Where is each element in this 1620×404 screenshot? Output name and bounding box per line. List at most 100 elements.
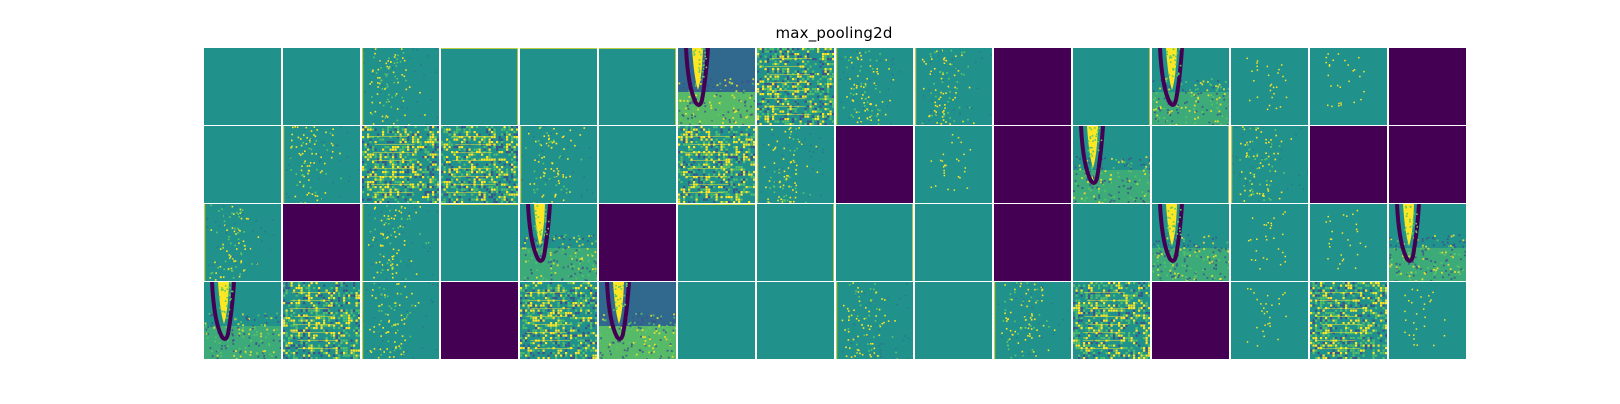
feature-map-image xyxy=(204,204,281,281)
feature-map-tile xyxy=(1152,48,1229,125)
feature-map-tile xyxy=(441,48,518,125)
feature-map-image xyxy=(1310,126,1387,203)
feature-map-image xyxy=(1231,282,1308,359)
feature-map-tile xyxy=(994,282,1071,359)
feature-map-tile xyxy=(836,204,913,281)
feature-map-image xyxy=(1231,126,1308,203)
feature-map-image xyxy=(915,204,992,281)
feature-map-tile xyxy=(994,48,1071,125)
feature-map-image xyxy=(362,126,439,203)
feature-map-image xyxy=(520,204,597,281)
feature-map-tile xyxy=(1231,282,1308,359)
feature-map-tile xyxy=(599,48,676,125)
feature-map-tile xyxy=(836,282,913,359)
feature-map-tile xyxy=(441,204,518,281)
feature-map-image xyxy=(1389,204,1466,281)
feature-map-tile xyxy=(441,126,518,203)
feature-map-tile xyxy=(915,282,992,359)
feature-map-image xyxy=(441,48,518,125)
feature-map-tile xyxy=(757,126,834,203)
feature-map-tile xyxy=(204,282,281,359)
feature-map-image xyxy=(678,48,755,125)
feature-map-image xyxy=(1389,282,1466,359)
feature-map-image xyxy=(520,282,597,359)
feature-map-tile xyxy=(1231,204,1308,281)
feature-map-image xyxy=(915,48,992,125)
feature-map-image xyxy=(1310,204,1387,281)
feature-map-image xyxy=(599,48,676,125)
feature-map-image xyxy=(915,126,992,203)
feature-map-image xyxy=(441,282,518,359)
feature-map-tile xyxy=(1310,126,1387,203)
feature-map-tile xyxy=(1073,204,1150,281)
feature-map-image xyxy=(1231,48,1308,125)
feature-map-image xyxy=(757,282,834,359)
feature-map-tile xyxy=(1152,282,1229,359)
feature-map-grid xyxy=(204,48,1468,360)
feature-map-image xyxy=(441,204,518,281)
feature-map-tile xyxy=(915,48,992,125)
feature-map-image xyxy=(283,204,360,281)
feature-map-tile xyxy=(1231,48,1308,125)
feature-map-image xyxy=(757,48,834,125)
feature-map-tile xyxy=(678,48,755,125)
feature-map-image xyxy=(1152,204,1229,281)
feature-map-image xyxy=(1389,126,1466,203)
figure-title: max_pooling2d xyxy=(0,24,1620,42)
feature-map-tile xyxy=(599,126,676,203)
feature-map-image xyxy=(1231,204,1308,281)
feature-map-tile xyxy=(915,126,992,203)
feature-map-image xyxy=(204,48,281,125)
feature-map-tile xyxy=(520,204,597,281)
feature-map-image xyxy=(836,282,913,359)
feature-map-image xyxy=(599,282,676,359)
feature-map-image xyxy=(520,126,597,203)
feature-map-tile xyxy=(994,126,1071,203)
feature-map-tile xyxy=(757,204,834,281)
feature-map-image xyxy=(204,282,281,359)
feature-map-image xyxy=(1073,48,1150,125)
feature-map-tile xyxy=(1310,282,1387,359)
feature-map-image xyxy=(1073,126,1150,203)
feature-map-image xyxy=(599,126,676,203)
feature-map-image xyxy=(836,48,913,125)
feature-map-tile xyxy=(994,204,1071,281)
feature-map-image xyxy=(204,126,281,203)
feature-map-image xyxy=(994,126,1071,203)
feature-map-tile xyxy=(362,282,439,359)
feature-map-tile xyxy=(757,282,834,359)
feature-map-image xyxy=(836,204,913,281)
feature-map-image xyxy=(362,282,439,359)
feature-map-image xyxy=(520,48,597,125)
feature-map-tile xyxy=(204,48,281,125)
feature-map-image xyxy=(599,204,676,281)
feature-map-image xyxy=(994,282,1071,359)
feature-map-tile xyxy=(283,126,360,203)
feature-map-tile xyxy=(836,126,913,203)
feature-map-image xyxy=(1073,282,1150,359)
feature-map-image xyxy=(1310,48,1387,125)
feature-map-image xyxy=(757,126,834,203)
feature-map-image xyxy=(836,126,913,203)
feature-map-tile xyxy=(1389,204,1466,281)
feature-map-image xyxy=(283,126,360,203)
feature-map-tile xyxy=(1152,204,1229,281)
feature-map-image xyxy=(441,126,518,203)
feature-map-tile xyxy=(1231,126,1308,203)
feature-map-tile xyxy=(283,204,360,281)
feature-map-image xyxy=(915,282,992,359)
feature-map-image xyxy=(1389,48,1466,125)
feature-map-tile xyxy=(204,126,281,203)
feature-map-tile xyxy=(678,204,755,281)
feature-map-image xyxy=(1310,282,1387,359)
feature-map-image xyxy=(1073,204,1150,281)
feature-map-image xyxy=(1152,126,1229,203)
feature-map-tile xyxy=(757,48,834,125)
feature-map-tile xyxy=(1389,126,1466,203)
feature-map-tile xyxy=(678,282,755,359)
feature-map-tile xyxy=(520,126,597,203)
feature-map-image xyxy=(678,282,755,359)
feature-map-tile xyxy=(1152,126,1229,203)
feature-map-tile xyxy=(1073,282,1150,359)
feature-map-tile xyxy=(441,282,518,359)
